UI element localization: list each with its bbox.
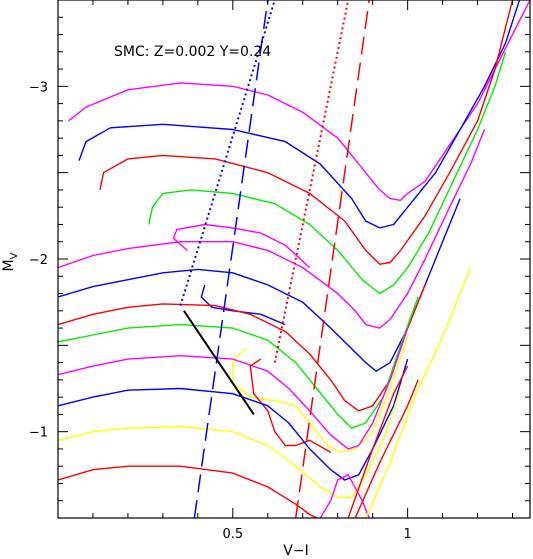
track-line-5 (58, 129, 486, 329)
y-tick-label: −3 (29, 80, 48, 95)
track-line-11 (232, 336, 409, 454)
track-line-12 (58, 327, 409, 450)
track-line-19 (354, 379, 419, 518)
x-tick-label: 1 (403, 527, 411, 542)
y-axis-label-sub: V (9, 252, 20, 259)
y-tick-label: −1 (29, 426, 48, 441)
track-line-6 (172, 223, 311, 269)
track-line-2 (78, 0, 521, 229)
boundary-line-red-dotted (273, 0, 350, 363)
instability-strip-boundaries (179, 0, 370, 518)
boundary-line-blue-dashed (193, 0, 269, 518)
track-line-16 (58, 465, 318, 518)
track-line-8 (200, 284, 286, 326)
svg-text:MV: MV (1, 252, 20, 271)
evolutionary-tracks (58, 0, 530, 518)
track-line-14 (58, 358, 409, 481)
axis-ticks (58, 0, 530, 518)
track-line-15 (58, 388, 402, 498)
y-tick-label: −2 (29, 253, 48, 268)
track-line-17 (319, 474, 370, 518)
track-line-20 (347, 365, 409, 518)
track-line-1 (68, 0, 530, 202)
track-line-18 (365, 267, 472, 518)
plot-frame (57, 0, 531, 519)
track-line-3 (99, 0, 514, 265)
track-line-13 (249, 358, 332, 454)
x-axis-label: V−I (283, 543, 308, 559)
boundary-line-red-dashed (294, 0, 370, 518)
x-tick-label: 0.5 (222, 527, 243, 542)
track-line-9 (58, 284, 426, 412)
segment-line (183, 310, 255, 415)
track-line-4 (148, 51, 507, 295)
boundary-line-blue-dotted (179, 0, 276, 306)
axis-tick-labels: 0.5 1 −3 −2 −1 (29, 80, 412, 542)
y-axis-label: MV (1, 252, 20, 271)
black-segment (183, 310, 255, 415)
chart-annotation: SMC: Z=0.002 Y=0.24 (114, 44, 271, 60)
track-line-10 (58, 296, 419, 429)
y-axis-label-main: M (1, 259, 17, 271)
track-line-7 (58, 198, 461, 372)
